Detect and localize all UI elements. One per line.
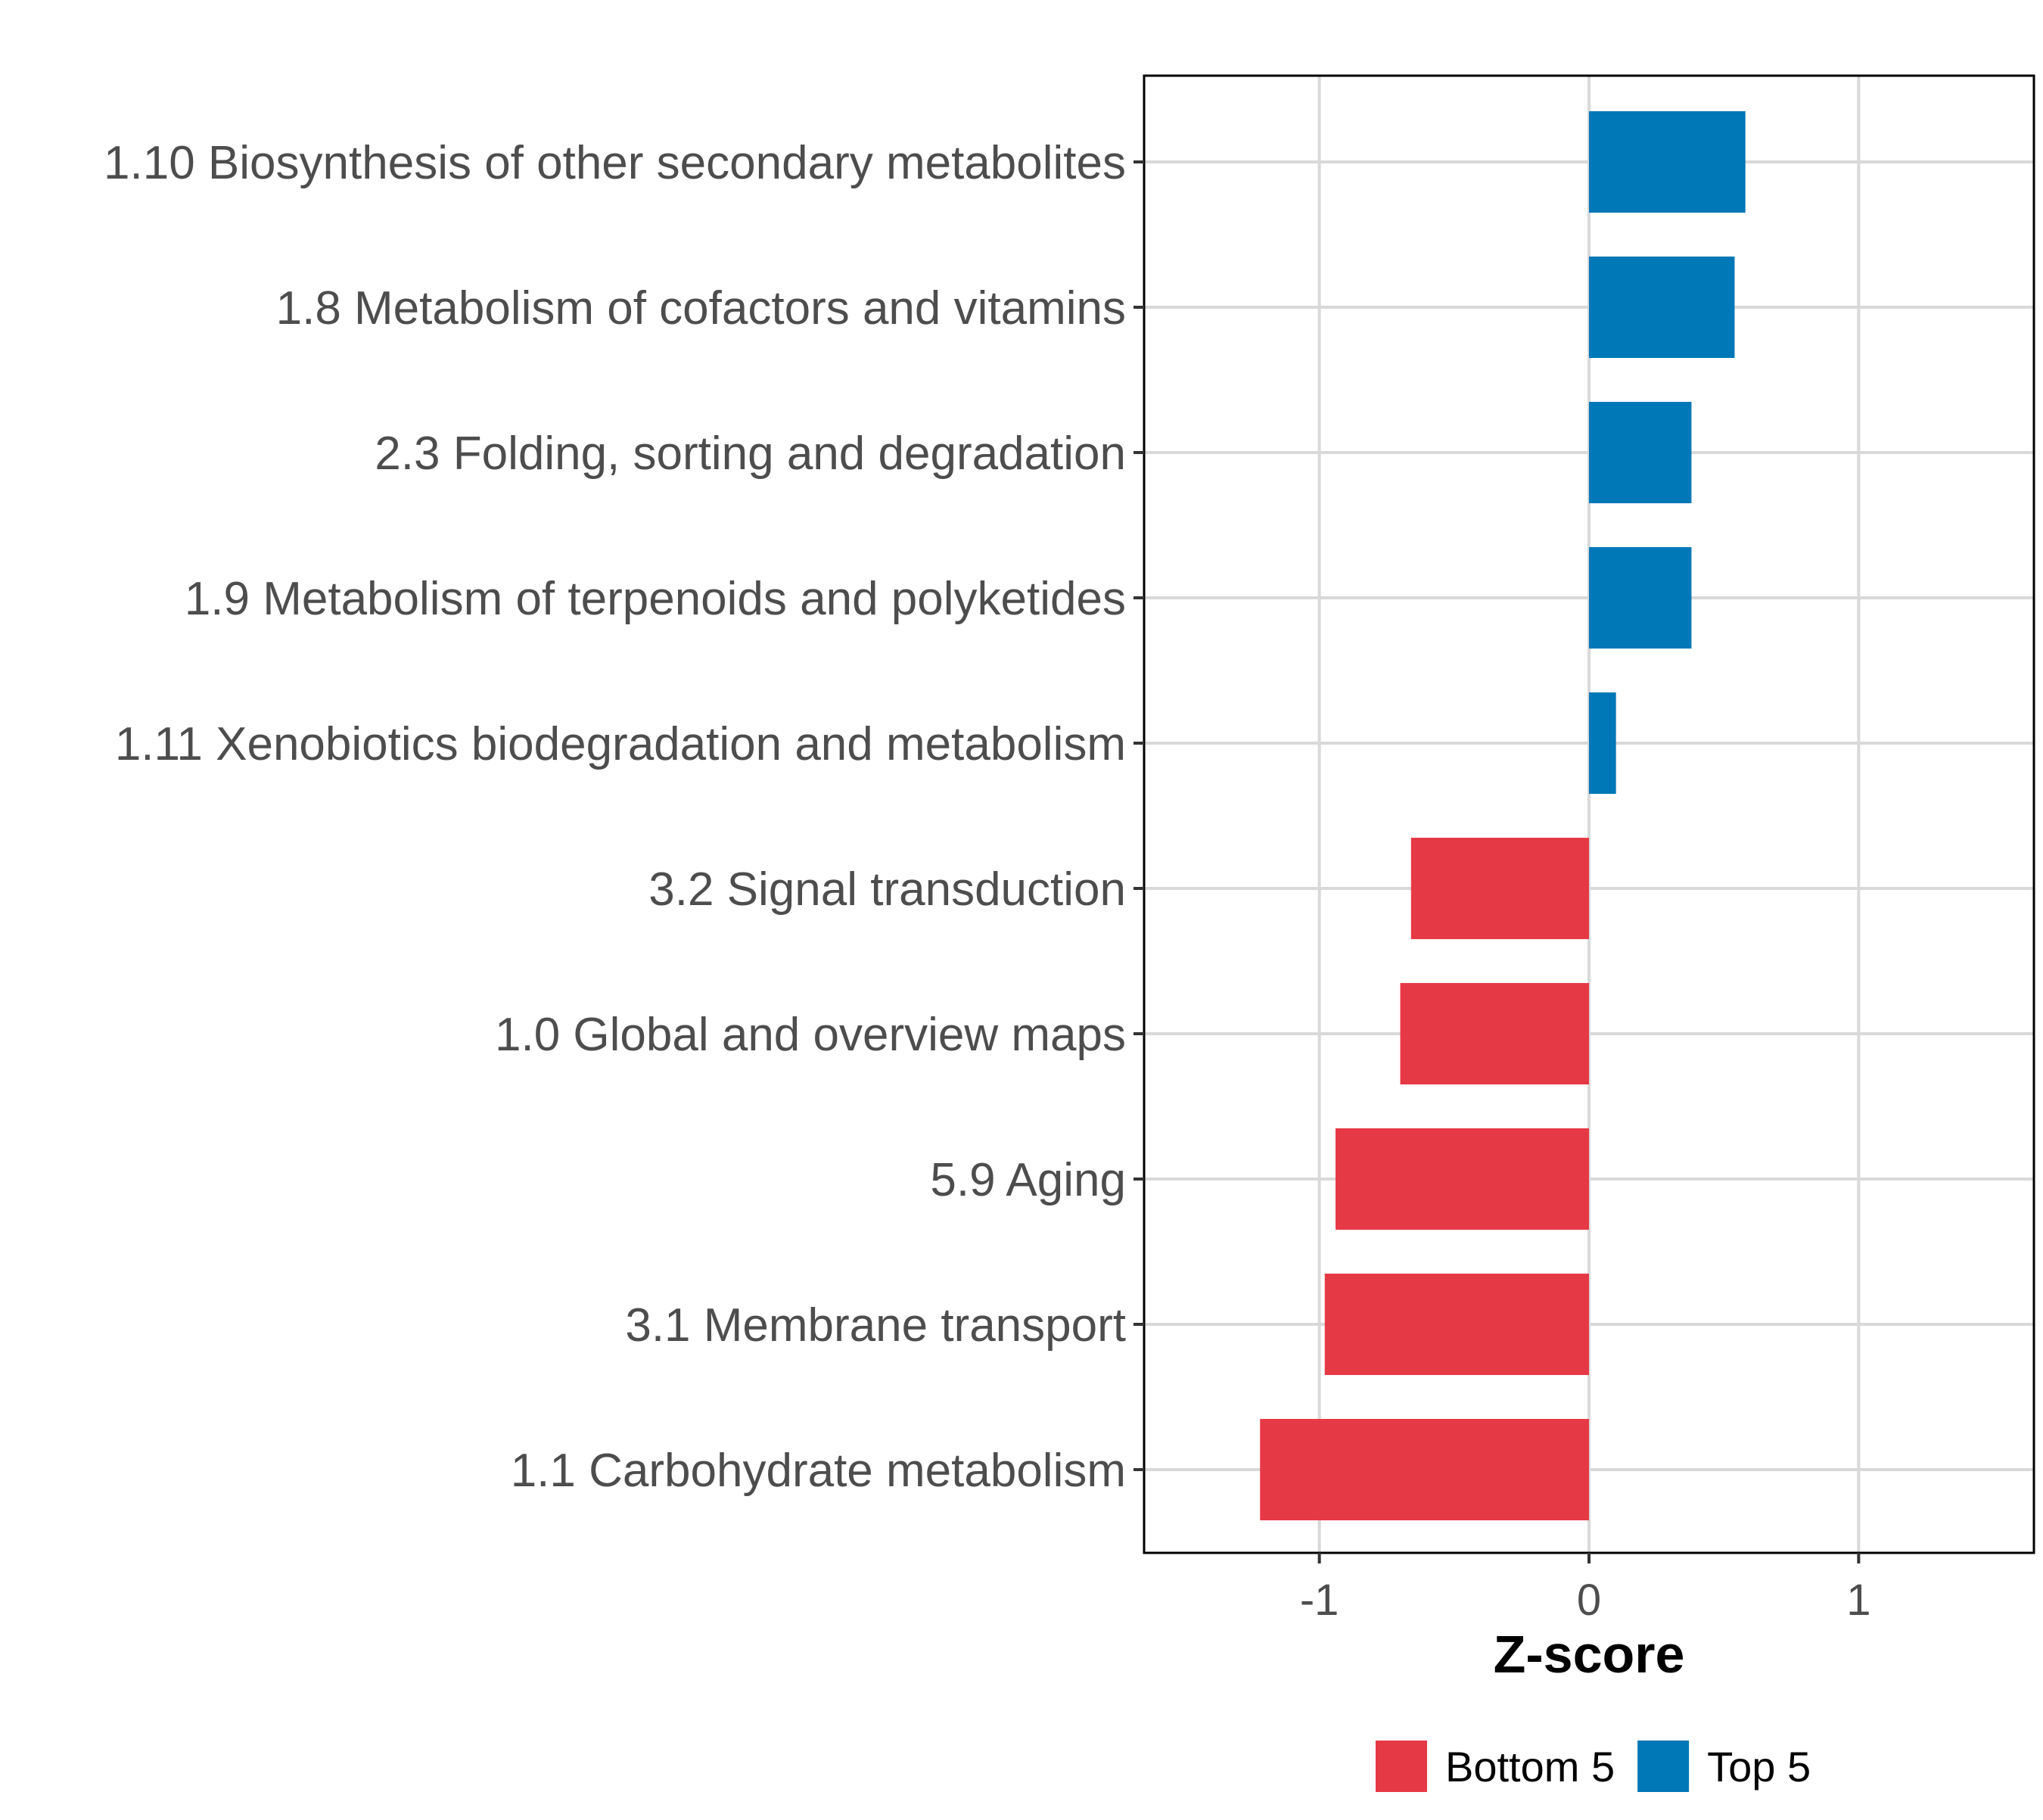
category-label: 3.2 Signal transduction	[648, 863, 1126, 916]
bar	[1324, 1274, 1589, 1375]
bar	[1589, 111, 1746, 213]
category-label: 1.8 Metabolism of cofactors and vitamins	[276, 282, 1126, 334]
legend-label: Top 5	[1707, 1743, 1811, 1790]
category-label: 2.3 Folding, sorting and degradation	[375, 428, 1126, 480]
bar	[1410, 838, 1589, 939]
category-label: 3.1 Membrane transport	[625, 1299, 1126, 1352]
category-label: 5.9 Aging	[930, 1154, 1126, 1206]
category-label: 1.1 Carbohydrate metabolism	[511, 1445, 1126, 1497]
bar	[1260, 1419, 1589, 1520]
x-tick-label: -1	[1300, 1576, 1339, 1625]
category-label: 1.9 Metabolism of terpenoids and polyket…	[185, 573, 1126, 625]
legend-swatch	[1376, 1741, 1427, 1792]
x-tick-label: 0	[1577, 1576, 1601, 1625]
bar	[1589, 402, 1692, 503]
x-axis-title: Z-score	[1494, 1625, 1685, 1684]
bar	[1589, 692, 1616, 794]
bar	[1589, 257, 1735, 358]
legend-swatch	[1637, 1741, 1690, 1792]
category-label: 1.0 Global and overview maps	[495, 1009, 1126, 1061]
category-label: 1.10 Biosynthesis of other secondary met…	[104, 137, 1126, 189]
bar	[1589, 547, 1692, 649]
bar	[1336, 1128, 1589, 1230]
legend-label: Bottom 5	[1445, 1743, 1615, 1790]
bar	[1400, 983, 1589, 1084]
category-label: 1.11 Xenobiotics biodegradation and meta…	[115, 718, 1126, 770]
x-tick-label: 1	[1846, 1576, 1870, 1625]
